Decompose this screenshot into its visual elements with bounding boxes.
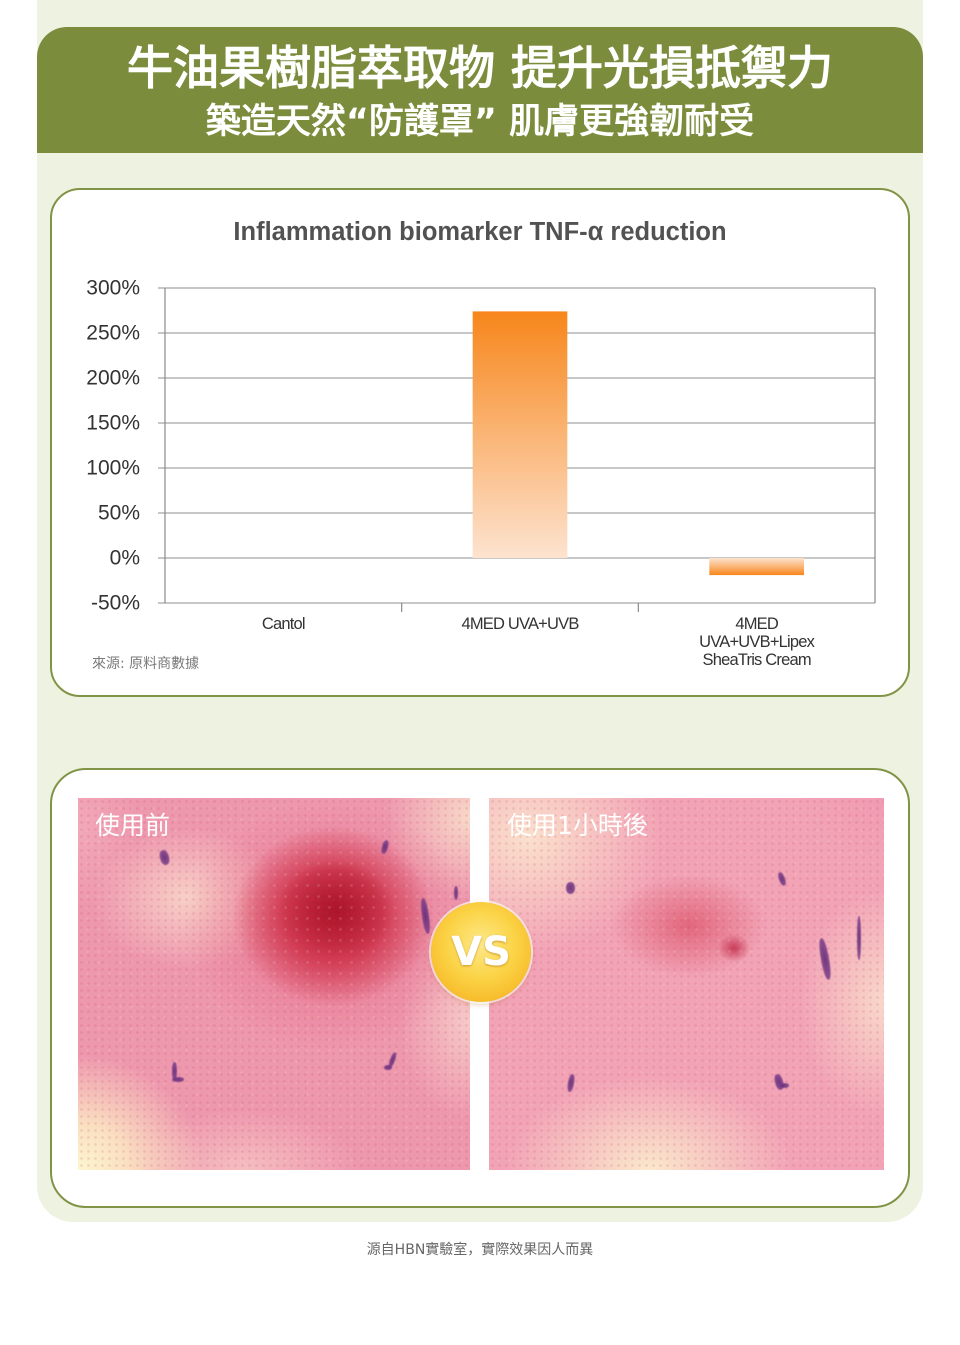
purple-speck (172, 1062, 177, 1080)
headline-title: 牛油果樹脂萃取物 提升光損抵禦力 (126, 41, 833, 95)
purple-speck (384, 1065, 392, 1070)
y-tick-label: 50% (98, 502, 140, 525)
y-tick-label: -50% (91, 592, 140, 615)
x-tick-label: 4MED UVA+UVB+Lipex SheaTris Cream (699, 615, 815, 669)
y-tick-label: 300% (86, 277, 140, 300)
x-tick-label: 4MED UVA+UVB (461, 615, 579, 633)
x-tick-label: Cantol (261, 615, 306, 633)
chart-container: 300% 250% 200% 150% 100% 50% 0% -50% Inflammati… (50, 188, 910, 697)
purple-speck (566, 882, 575, 894)
before-label: 使用前 (95, 811, 171, 840)
headline-subtitle: 築造天然“防護罩” 肌膚更強韌耐受 (205, 102, 755, 142)
y-tick-label: 250% (86, 322, 140, 345)
y-tick-label: 100% (86, 457, 140, 480)
header-banner: 牛油果樹脂萃取物 提升光損抵禦力 築造天然“防護罩” 肌膚更強韌耐受 (37, 27, 923, 153)
before-skin-image: 使用前 (78, 798, 470, 1170)
y-tick-label: 200% (86, 367, 140, 390)
purple-speck (172, 1077, 184, 1082)
y-axis-ticks: 300% 250% 200% 150% 100% 50% 0% -50% (86, 277, 140, 615)
chart-plot: 300% 250% 200% 150% 100% 50% 0% -50% (86, 277, 876, 615)
purple-speck (779, 1083, 789, 1088)
purple-speck (566, 1073, 576, 1093)
bar (709, 558, 804, 576)
bar (472, 311, 568, 558)
category-ticks (401, 603, 639, 612)
y-tick-label: 150% (86, 412, 140, 435)
purple-speck (158, 849, 171, 866)
purple-speck (857, 916, 861, 960)
chart-source-note: 來源: 原料商數據 (92, 656, 200, 672)
y-tick-label: 0% (110, 547, 140, 570)
purple-speck (380, 839, 390, 855)
chart-title: Inflammation biomarker TNF-α reduction (233, 218, 727, 246)
after-skin-image: 使用1小時後 (489, 798, 884, 1170)
purple-speck (454, 886, 458, 900)
purple-speck (773, 1073, 785, 1091)
footer-note: 源自HBN實驗室，實際效果因人而異 (366, 1242, 594, 1258)
vs-badge: VS (431, 902, 531, 1002)
purple-speck (776, 871, 788, 887)
bars (472, 311, 804, 576)
purple-speck (419, 897, 432, 935)
after-label: 使用1小時後 (507, 811, 648, 840)
vs-label: VS (451, 929, 511, 975)
purple-speck (817, 937, 833, 981)
